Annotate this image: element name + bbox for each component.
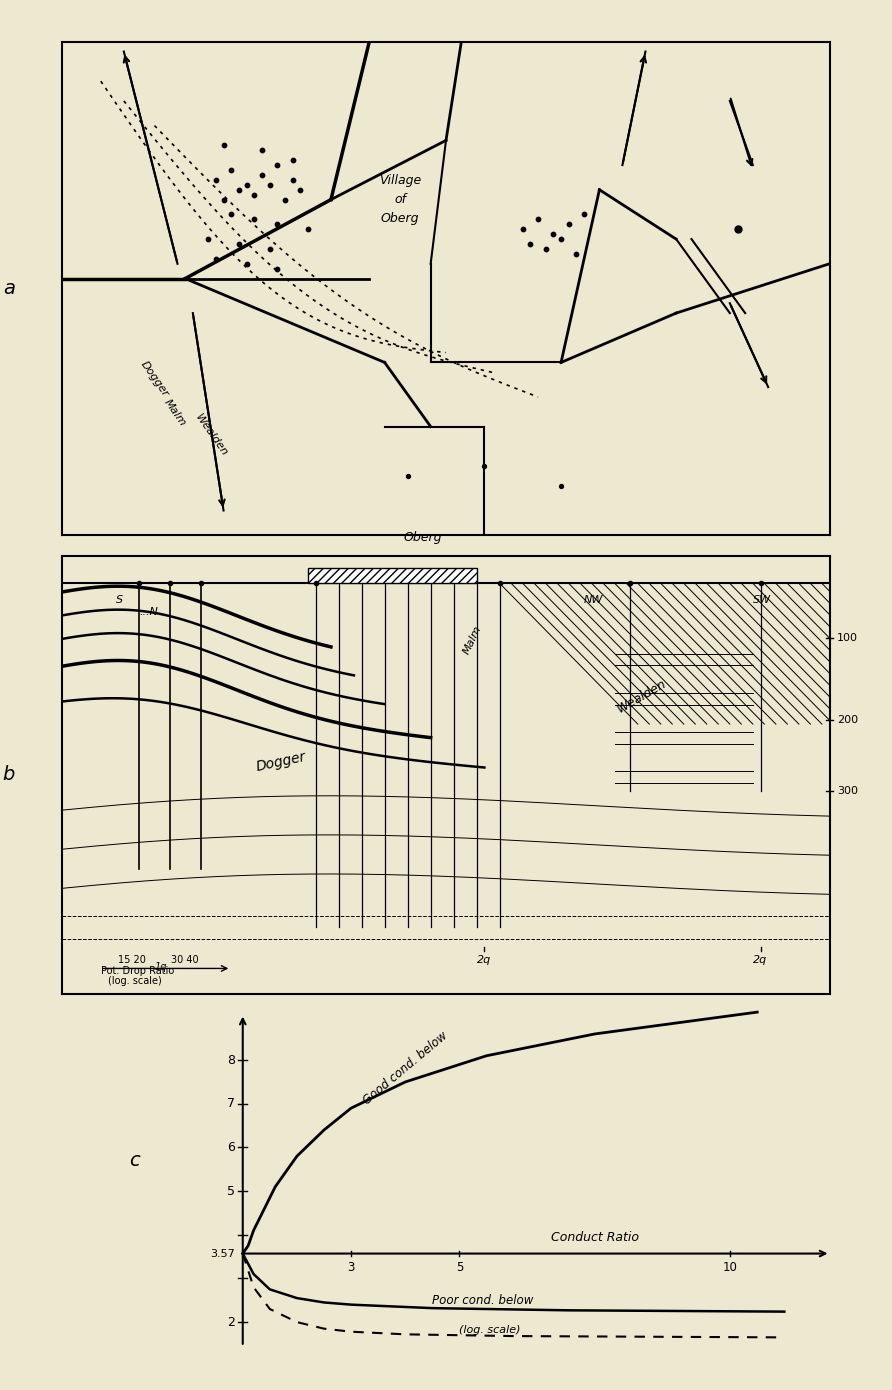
Text: Malm: Malm [162,398,188,428]
Point [209,168,223,190]
Point [562,213,576,235]
Text: 30 40: 30 40 [171,955,199,965]
Text: Malm: Malm [461,624,483,656]
Point [531,208,545,231]
Bar [308,567,476,584]
Point [293,179,308,202]
Text: 15 20: 15 20 [118,955,145,965]
Text: Village
of
Oberg: Village of Oberg [379,174,421,225]
Point [232,234,246,256]
Text: Wealden: Wealden [193,413,229,459]
Point [232,179,246,202]
Point [270,257,285,279]
Point [239,174,253,196]
Text: S: S [116,595,123,605]
Text: Conduct Ratio: Conduct Ratio [550,1232,639,1244]
Text: 5: 5 [227,1184,235,1198]
Text: Wealden: Wealden [615,677,669,716]
Point [301,218,315,240]
Text: Pot. Drop Ratio: Pot. Drop Ratio [101,966,174,976]
Text: ...N: ...N [139,606,158,617]
Point [239,253,253,275]
Text: 7: 7 [227,1097,235,1111]
Point [524,234,538,256]
Text: 2q: 2q [754,955,768,965]
Text: (log. scale): (log. scale) [109,976,162,986]
Text: a: a [3,279,15,297]
Point [201,228,215,250]
Point [277,189,292,211]
Point [401,464,415,486]
Text: NW: NW [584,595,604,605]
Point [516,218,530,240]
Point [539,238,553,260]
Text: 3: 3 [347,1261,355,1275]
Text: Dogger: Dogger [139,360,171,399]
Text: 6: 6 [227,1141,235,1154]
Text: Poor cond. below: Poor cond. below [433,1294,533,1307]
Point [217,135,231,157]
Text: 3.57: 3.57 [210,1248,235,1258]
Text: 2: 2 [227,1315,235,1329]
Text: b: b [3,766,15,784]
Point [554,474,568,496]
Text: (log. scale): (log. scale) [459,1325,521,1334]
Text: c: c [129,1151,140,1170]
Point [285,149,300,171]
Point [209,247,223,270]
Point [546,222,560,245]
Point [270,154,285,177]
Point [285,168,300,190]
Point [477,455,491,477]
Point [255,139,269,161]
Point [247,208,261,231]
Text: Oberg: Oberg [404,531,442,545]
Point [224,158,238,181]
Text: 10: 10 [723,1261,738,1275]
Point [262,174,277,196]
Text: 1q: 1q [154,962,167,973]
Text: 100: 100 [838,632,858,644]
Point [270,213,285,235]
Point [224,203,238,225]
Text: 8: 8 [227,1054,235,1066]
Text: 5: 5 [456,1261,463,1275]
Point [255,164,269,186]
Point [554,228,568,250]
Text: 2q: 2q [477,955,491,965]
Point [247,183,261,206]
Point [577,203,591,225]
Text: SW: SW [753,595,771,605]
Point [217,189,231,211]
Point [262,238,277,260]
Text: 200: 200 [838,716,858,726]
Text: Dogger: Dogger [254,749,307,774]
Point [569,243,583,265]
Text: Good cond. below: Good cond. below [360,1029,450,1106]
Text: 300: 300 [838,785,858,795]
